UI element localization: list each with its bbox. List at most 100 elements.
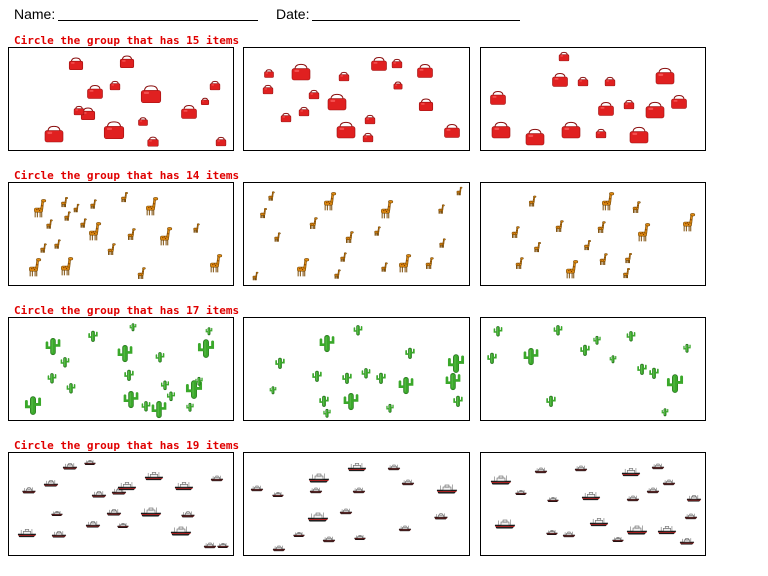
- ship-icon: [174, 482, 194, 491]
- handbag-icon: [655, 67, 675, 85]
- cactus-icon: [353, 325, 363, 336]
- group-box[interactable]: [243, 317, 470, 421]
- giraffe-icon: [623, 268, 631, 279]
- row-3-instruction: Circle the group that has 17 items: [14, 304, 240, 317]
- handbag-icon: [558, 51, 570, 62]
- cactus-icon: [546, 395, 556, 407]
- handbag-icon: [417, 63, 433, 78]
- handbag-icon: [525, 128, 545, 146]
- cactus-icon: [649, 367, 659, 379]
- giraffe-icon: [511, 226, 520, 238]
- ship-icon: [547, 496, 560, 503]
- handbag-icon: [200, 97, 210, 106]
- group-box[interactable]: [8, 182, 234, 286]
- name-blank-line[interactable]: [58, 8, 258, 21]
- ship-icon: [436, 484, 458, 494]
- cactus-icon: [60, 357, 70, 368]
- handbag-icon: [262, 84, 274, 95]
- ship-icon: [85, 521, 101, 528]
- giraffe-icon: [334, 269, 341, 279]
- cactus-icon: [580, 344, 590, 356]
- giraffe-icon: [160, 227, 173, 246]
- cactus-icon: [405, 347, 415, 359]
- giraffe-icon: [61, 197, 69, 208]
- handbag-icon: [264, 69, 274, 78]
- group-illustration: [490, 463, 702, 545]
- handbag-icon: [103, 121, 125, 140]
- cactus-icon: [185, 380, 203, 399]
- handbag-icon: [80, 107, 96, 121]
- cactus-icon: [626, 331, 636, 342]
- group-box[interactable]: [243, 182, 470, 286]
- giraffe-icon: [210, 254, 223, 273]
- giraffe-icon: [90, 199, 97, 209]
- group-box[interactable]: [480, 182, 706, 286]
- ship-icon: [91, 491, 107, 498]
- group-illustration: [262, 56, 460, 143]
- handbag-icon: [138, 117, 148, 126]
- date-blank-line[interactable]: [312, 8, 520, 21]
- group-box[interactable]: [8, 317, 234, 421]
- ship-icon: [293, 531, 306, 538]
- cactus-icon: [124, 369, 134, 381]
- cactus-icon: [269, 386, 277, 395]
- giraffe-icon: [61, 257, 74, 276]
- cactus-icon: [361, 368, 371, 379]
- giraffe-icon: [193, 223, 200, 233]
- handbag-icon: [561, 121, 581, 139]
- ship-icon: [339, 508, 353, 515]
- cactus-icon: [195, 376, 203, 386]
- handbag-icon: [73, 105, 85, 116]
- cactus-icon: [197, 339, 215, 358]
- group-box[interactable]: [8, 452, 234, 556]
- giraffe-icon: [555, 220, 564, 232]
- handbag-icon: [490, 90, 506, 105]
- group-illustration: [250, 463, 458, 552]
- cactus-icon: [386, 403, 394, 413]
- group-box[interactable]: [8, 47, 234, 151]
- group-box[interactable]: [480, 452, 706, 556]
- ship-icon: [352, 487, 366, 494]
- group-illustration: [29, 192, 223, 279]
- cactus-icon: [661, 408, 669, 417]
- handbag-icon: [280, 112, 292, 123]
- group-box[interactable]: [480, 47, 706, 151]
- cactus-icon: [123, 391, 139, 409]
- ship-icon: [51, 531, 67, 538]
- handbag-icon: [604, 76, 616, 87]
- ship-icon: [140, 507, 162, 517]
- cactus-icon: [319, 335, 335, 353]
- cactus-icon: [487, 352, 497, 364]
- cactus-icon: [523, 348, 539, 366]
- ship-icon: [494, 519, 516, 529]
- group-box[interactable]: [480, 317, 706, 421]
- giraffe-icon: [121, 192, 129, 203]
- cactus-icon: [141, 401, 151, 412]
- cactus-icon: [160, 380, 170, 391]
- ship-icon: [106, 509, 122, 516]
- giraffe-icon: [73, 203, 80, 213]
- handbag-icon: [209, 80, 221, 91]
- group-box[interactable]: [243, 47, 470, 151]
- handbag-icon: [391, 58, 403, 69]
- ship-icon: [401, 479, 415, 486]
- cactus-icon: [342, 372, 352, 384]
- group-box[interactable]: [243, 452, 470, 556]
- date-label: Date:: [276, 6, 310, 22]
- ship-icon: [210, 475, 224, 482]
- ship-icon: [117, 482, 137, 491]
- handbag-icon: [338, 71, 350, 82]
- handbag-icon: [181, 104, 197, 119]
- ship-icon: [612, 536, 625, 543]
- handbag-icon: [623, 99, 635, 110]
- ship-icon: [581, 492, 601, 501]
- ship-icon: [651, 463, 665, 470]
- ship-icon: [117, 522, 130, 529]
- giraffe-icon: [146, 197, 159, 216]
- cactus-icon: [398, 377, 414, 395]
- cactus-icon: [312, 370, 322, 382]
- ship-icon: [272, 491, 285, 498]
- ship-icon: [589, 518, 609, 527]
- group-illustration: [511, 192, 696, 279]
- giraffe-icon: [324, 192, 337, 211]
